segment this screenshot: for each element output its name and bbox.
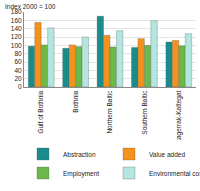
svg-text:Employment: Employment: [63, 170, 99, 178]
svg-text:80: 80: [14, 50, 22, 57]
svg-text:160: 160: [11, 17, 22, 24]
svg-text:Value added: Value added: [149, 151, 185, 158]
svg-text:Northern Baltic: Northern Baltic: [106, 90, 113, 134]
svg-text:Environmental costs: Environmental costs: [149, 170, 200, 177]
svg-text:Gulf of Bothnia: Gulf of Bothnia: [37, 90, 44, 133]
svg-text:60: 60: [14, 58, 22, 65]
svg-text:Southern Baltic: Southern Baltic: [141, 90, 148, 135]
svg-text:140: 140: [11, 25, 22, 32]
svg-text:Abstraction: Abstraction: [63, 151, 96, 158]
svg-text:Bothnia: Bothnia: [72, 90, 79, 112]
svg-text:180: 180: [11, 8, 22, 15]
svg-text:Skagerrak-Kattegat: Skagerrak-Kattegat: [175, 90, 183, 146]
svg-text:20: 20: [14, 75, 22, 82]
svg-text:120: 120: [11, 33, 22, 40]
svg-text:0: 0: [18, 83, 22, 90]
svg-text:100: 100: [11, 42, 22, 49]
svg-text:Index 2000 = 100: Index 2000 = 100: [5, 3, 56, 10]
svg-text:40: 40: [14, 67, 22, 74]
